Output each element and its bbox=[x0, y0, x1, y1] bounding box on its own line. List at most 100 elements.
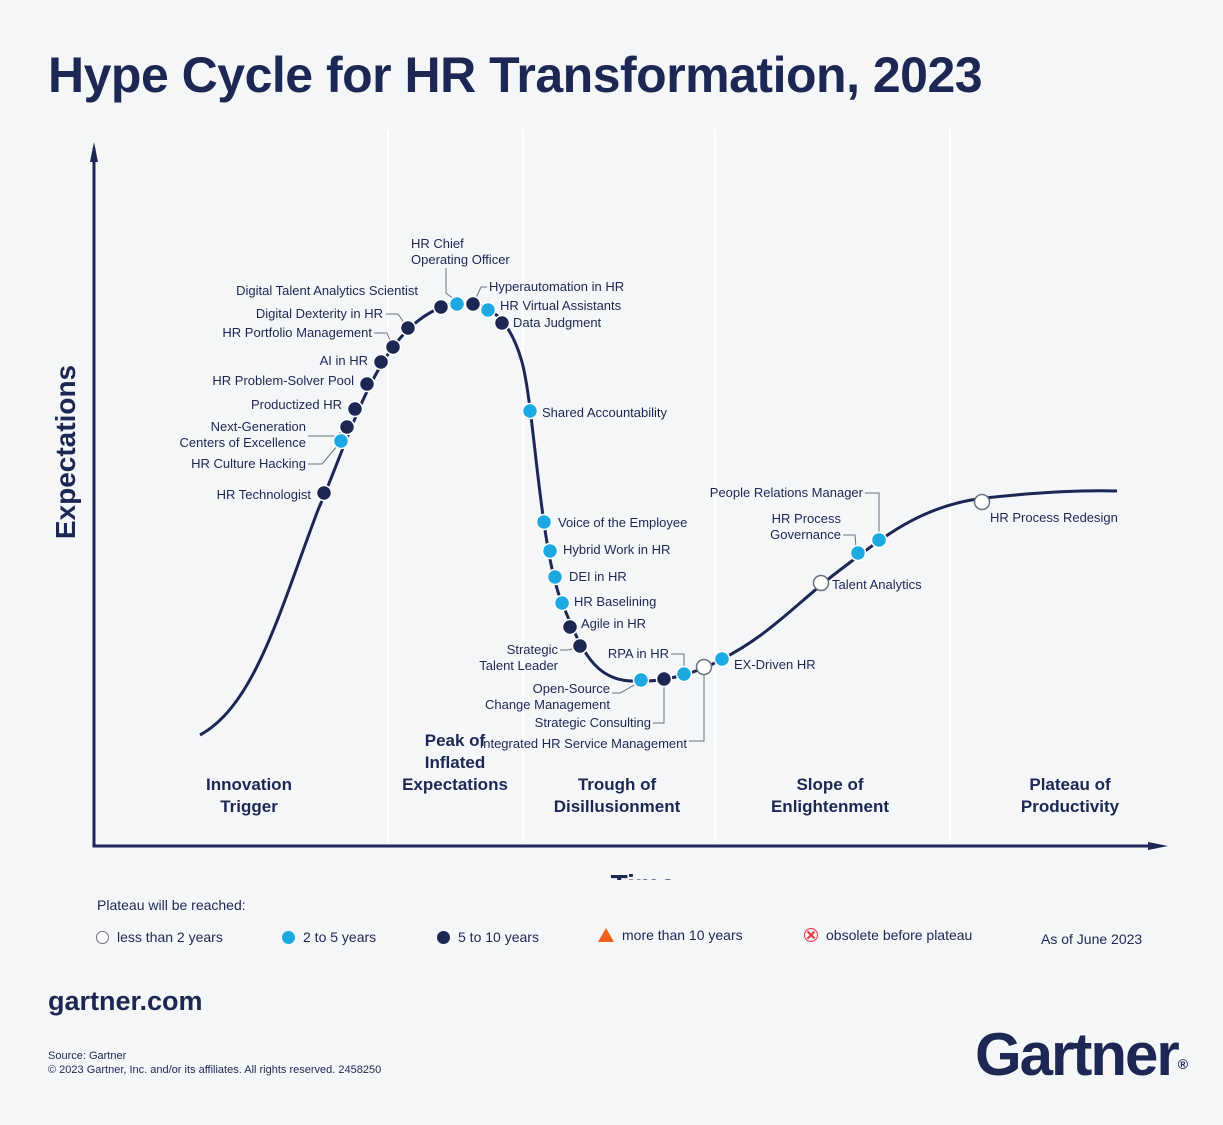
phase-label-line: Inflated bbox=[425, 753, 485, 772]
phase-label: Trough of Disillusionment bbox=[554, 775, 681, 816]
phase-label-line: Peak of bbox=[425, 731, 486, 750]
legend-item-2to5: 2 to 5 years bbox=[282, 929, 376, 945]
point-label: EX-Driven HR bbox=[734, 657, 816, 672]
point-label: HR Technologist bbox=[217, 487, 312, 502]
point-marker bbox=[358, 375, 376, 393]
point-label: Shared Accountability bbox=[542, 405, 668, 420]
point-label: AI in HR bbox=[320, 353, 368, 368]
point-labels: HR Technologist HR Culture Hacking Next-Ge… bbox=[180, 236, 1118, 751]
point-label-line: HR Chief bbox=[411, 236, 464, 251]
point-marker bbox=[479, 301, 497, 319]
leader-line bbox=[671, 653, 685, 668]
phase-label: Slope of Enlightenment bbox=[771, 775, 889, 816]
point-marker bbox=[561, 618, 579, 636]
point-label: Digital Dexterity in HR bbox=[256, 306, 383, 321]
phase-label: Peak of Inflated Expectations bbox=[402, 731, 508, 794]
point-label: HR Virtual Assistants bbox=[500, 298, 622, 313]
point-marker bbox=[535, 513, 553, 531]
point-label-line: Talent Leader bbox=[479, 658, 558, 673]
data-points bbox=[315, 295, 991, 689]
point-label: Hyperautomation in HR bbox=[489, 279, 624, 294]
phase-label: Plateau of Productivity bbox=[1021, 775, 1120, 816]
legend-label: 5 to 10 years bbox=[458, 929, 539, 945]
point-label: Strategic Consulting bbox=[535, 715, 651, 730]
point-label: Voice of the Employee bbox=[558, 515, 687, 530]
cyan-circle-icon bbox=[282, 930, 295, 944]
point-marker bbox=[655, 670, 673, 688]
phase-label: Innovation Trigger bbox=[206, 775, 292, 816]
point-marker bbox=[315, 484, 333, 502]
point-marker bbox=[464, 295, 482, 313]
leader-line bbox=[475, 286, 487, 299]
leader-line bbox=[653, 685, 665, 724]
leader-line bbox=[843, 534, 857, 548]
point-label-line: Centers of Excellence bbox=[180, 435, 306, 450]
leader-line bbox=[445, 268, 456, 301]
phase-label-line: Slope of bbox=[796, 775, 863, 794]
legend-item-obsolete: obsolete before plateau bbox=[804, 927, 972, 943]
x-axis-label: Time bbox=[611, 869, 676, 880]
phase-label-line: Trigger bbox=[220, 797, 278, 816]
axes bbox=[90, 142, 1168, 850]
phase-label-line: Trough of bbox=[578, 775, 657, 794]
hype-cycle-chart: HR Technologist HR Culture Hacking Next-Ge… bbox=[50, 130, 1168, 880]
legend-item-5to10: 5 to 10 years bbox=[437, 929, 539, 945]
axis-line bbox=[92, 148, 1160, 848]
brand-name: Gartner bbox=[975, 1021, 1180, 1088]
axis-labels: Time Expectations bbox=[50, 365, 675, 880]
point-marker bbox=[541, 542, 559, 560]
legend-item-lt2: less than 2 years bbox=[96, 929, 223, 945]
point-label-line: Next-Generation bbox=[211, 419, 306, 434]
point-marker bbox=[849, 544, 867, 562]
orange-triangle-icon bbox=[598, 928, 614, 942]
point-label: HR Process Governance bbox=[770, 511, 841, 542]
phase-dividers bbox=[387, 130, 951, 842]
point-marker bbox=[521, 402, 539, 420]
legend-title: Plateau will be reached: bbox=[97, 897, 246, 913]
point-marker bbox=[675, 665, 693, 683]
as-of-date: As of June 2023 bbox=[1041, 931, 1143, 947]
legend-label: less than 2 years bbox=[117, 929, 223, 945]
phase-label-line: Plateau of bbox=[1029, 775, 1111, 794]
point-marker bbox=[448, 295, 466, 313]
point-label: HR Culture Hacking bbox=[191, 456, 306, 471]
point-label-line: HR Process bbox=[772, 511, 842, 526]
white-circle-icon bbox=[96, 930, 109, 944]
y-axis-label: Expectations bbox=[50, 365, 81, 539]
point-label: RPA in HR bbox=[608, 646, 669, 661]
point-label: People Relations Manager bbox=[710, 485, 864, 500]
obsolete-x-circle-icon bbox=[804, 928, 818, 942]
point-label-line: Governance bbox=[770, 527, 841, 542]
point-marker bbox=[571, 637, 589, 655]
point-marker bbox=[546, 568, 564, 586]
point-label: HR Portfolio Management bbox=[222, 325, 372, 340]
leader-line bbox=[689, 673, 705, 742]
point-marker bbox=[870, 531, 888, 549]
point-marker bbox=[399, 319, 417, 337]
legend-label: obsolete before plateau bbox=[826, 927, 973, 943]
point-marker bbox=[372, 353, 390, 371]
x-axis-arrow-icon bbox=[1148, 842, 1168, 850]
point-label: HR Chief Operating Officer bbox=[411, 236, 510, 267]
point-label: Strategic Talent Leader bbox=[479, 642, 558, 673]
leader-line bbox=[386, 313, 406, 325]
source-text: Source: Gartner bbox=[48, 1050, 127, 1062]
point-label: HR Process Redesign bbox=[990, 510, 1118, 525]
phase-label-line: Disillusionment bbox=[554, 797, 681, 816]
phase-label-line: Enlightenment bbox=[771, 797, 889, 816]
point-label: Next-Generation Centers of Excellence bbox=[180, 419, 306, 450]
point-marker bbox=[432, 298, 450, 316]
registered-mark: ® bbox=[1177, 1056, 1189, 1072]
point-label-line: Change Management bbox=[485, 697, 610, 712]
point-label: Data Judgment bbox=[513, 315, 602, 330]
phase-label-line: Productivity bbox=[1021, 797, 1120, 816]
point-label: Agile in HR bbox=[581, 616, 646, 631]
chart-title: Hype Cycle for HR Transformation, 2023 bbox=[48, 47, 983, 103]
point-label-line: Open-Source bbox=[533, 681, 610, 696]
point-marker bbox=[973, 493, 991, 511]
site-link[interactable]: gartner.com bbox=[48, 986, 203, 1016]
point-label: Open-Source Change Management bbox=[485, 681, 610, 712]
leader-line bbox=[865, 492, 880, 533]
point-label: Digital Talent Analytics Scientist bbox=[236, 283, 418, 298]
point-label-line: Strategic bbox=[507, 642, 559, 657]
